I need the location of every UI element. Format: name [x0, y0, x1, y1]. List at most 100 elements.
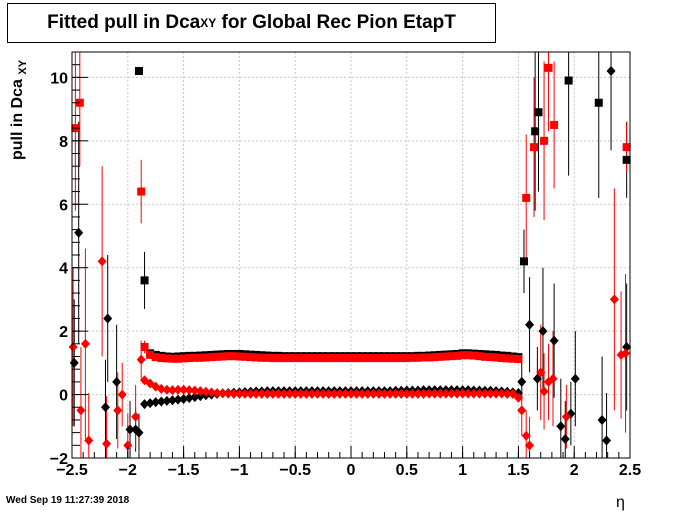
- diamond-marker: [329, 388, 339, 399]
- diamond-marker: [480, 388, 490, 399]
- square-marker: [185, 354, 194, 363]
- square-marker: [540, 136, 549, 145]
- diamond-marker: [195, 386, 205, 397]
- diamond-marker: [173, 394, 183, 405]
- diamond-marker: [513, 392, 523, 403]
- square-marker: [458, 351, 467, 360]
- diamond-marker: [162, 384, 172, 395]
- data-markers: [68, 63, 632, 451]
- x-tick-label: −2.5: [56, 462, 88, 479]
- square-marker: [464, 351, 473, 360]
- square-marker: [369, 354, 378, 363]
- square-marker: [302, 354, 311, 363]
- diamond-marker: [140, 399, 150, 410]
- square-marker: [522, 193, 531, 202]
- square-marker: [544, 63, 553, 72]
- x-tick-label: 1: [458, 462, 467, 479]
- diamond-marker: [517, 376, 527, 387]
- square-marker: [274, 354, 283, 363]
- square-marker: [263, 353, 272, 362]
- square-marker: [201, 353, 210, 362]
- square-marker: [179, 354, 188, 363]
- square-marker: [140, 342, 149, 351]
- diamond-marker: [474, 388, 484, 399]
- square-marker: [486, 353, 495, 362]
- square-marker: [622, 155, 631, 164]
- diamond-marker: [525, 319, 535, 330]
- square-marker: [530, 143, 539, 152]
- x-tick-label: 2.5: [619, 462, 641, 479]
- square-marker: [313, 354, 322, 363]
- square-marker: [335, 354, 344, 363]
- diamond-marker: [324, 388, 334, 399]
- diamond-marker: [296, 388, 306, 399]
- diamond-marker: [549, 335, 559, 346]
- square-marker: [503, 354, 512, 363]
- diamond-marker: [68, 341, 78, 352]
- square-marker: [408, 353, 417, 362]
- x-tick-label: 0: [347, 462, 356, 479]
- diamond-marker: [539, 386, 549, 397]
- square-marker: [534, 108, 543, 117]
- square-marker: [447, 352, 456, 361]
- square-marker: [441, 352, 450, 361]
- diamond-marker: [156, 396, 166, 407]
- diamond-marker: [419, 388, 429, 399]
- square-marker: [268, 354, 277, 363]
- square-marker: [514, 355, 523, 364]
- diamond-marker: [80, 338, 90, 349]
- square-marker: [519, 257, 528, 266]
- diamond-marker: [435, 388, 445, 399]
- diamond-marker: [602, 435, 612, 446]
- diamond-marker: [102, 438, 112, 449]
- diamond-marker: [184, 385, 194, 396]
- diamond-marker: [212, 387, 222, 398]
- diamond-marker: [570, 373, 580, 384]
- square-marker: [196, 353, 205, 362]
- diamond-marker: [346, 388, 356, 399]
- square-marker: [257, 353, 266, 362]
- diamond-marker: [548, 373, 558, 384]
- diamond-marker: [502, 388, 512, 399]
- square-marker: [252, 353, 261, 362]
- diamond-marker: [301, 388, 311, 399]
- square-marker: [240, 352, 249, 361]
- y-axis-label: pull in Dca XY: [9, 60, 29, 160]
- diamond-marker: [285, 388, 295, 399]
- diamond-marker: [458, 388, 468, 399]
- x-tick-label: −1.5: [168, 462, 200, 479]
- diamond-marker: [268, 388, 278, 399]
- diamond-marker: [100, 402, 110, 413]
- diamond-marker: [167, 395, 177, 406]
- diamond-marker: [184, 393, 194, 404]
- diamond-marker: [240, 388, 250, 399]
- square-marker: [190, 353, 199, 362]
- diamond-marker: [508, 388, 518, 399]
- x-tick-label: 1.5: [507, 462, 529, 479]
- square-marker: [246, 353, 255, 362]
- diamond-marker: [622, 341, 632, 352]
- diamond-marker: [379, 388, 389, 399]
- diamond-marker: [621, 348, 631, 359]
- square-marker: [391, 354, 400, 363]
- diamond-marker: [190, 392, 200, 403]
- diamond-marker: [251, 388, 261, 399]
- diamond-marker: [229, 388, 239, 399]
- diamond-marker: [279, 388, 289, 399]
- square-marker: [168, 354, 177, 363]
- square-marker: [224, 352, 233, 361]
- square-marker: [380, 354, 389, 363]
- diamond-marker: [134, 427, 144, 438]
- y-tick-label: 10: [50, 70, 68, 87]
- square-marker: [425, 353, 434, 362]
- timestamp: Wed Sep 19 11:27:39 2018: [6, 495, 130, 506]
- square-marker: [134, 67, 143, 76]
- diamond-marker: [556, 421, 566, 432]
- diamond-marker: [363, 388, 373, 399]
- square-marker: [140, 276, 149, 285]
- diamond-marker: [352, 388, 362, 399]
- diamond-marker: [290, 388, 300, 399]
- square-marker: [352, 354, 361, 363]
- y-tick-label: 8: [59, 134, 68, 151]
- square-marker: [386, 354, 395, 363]
